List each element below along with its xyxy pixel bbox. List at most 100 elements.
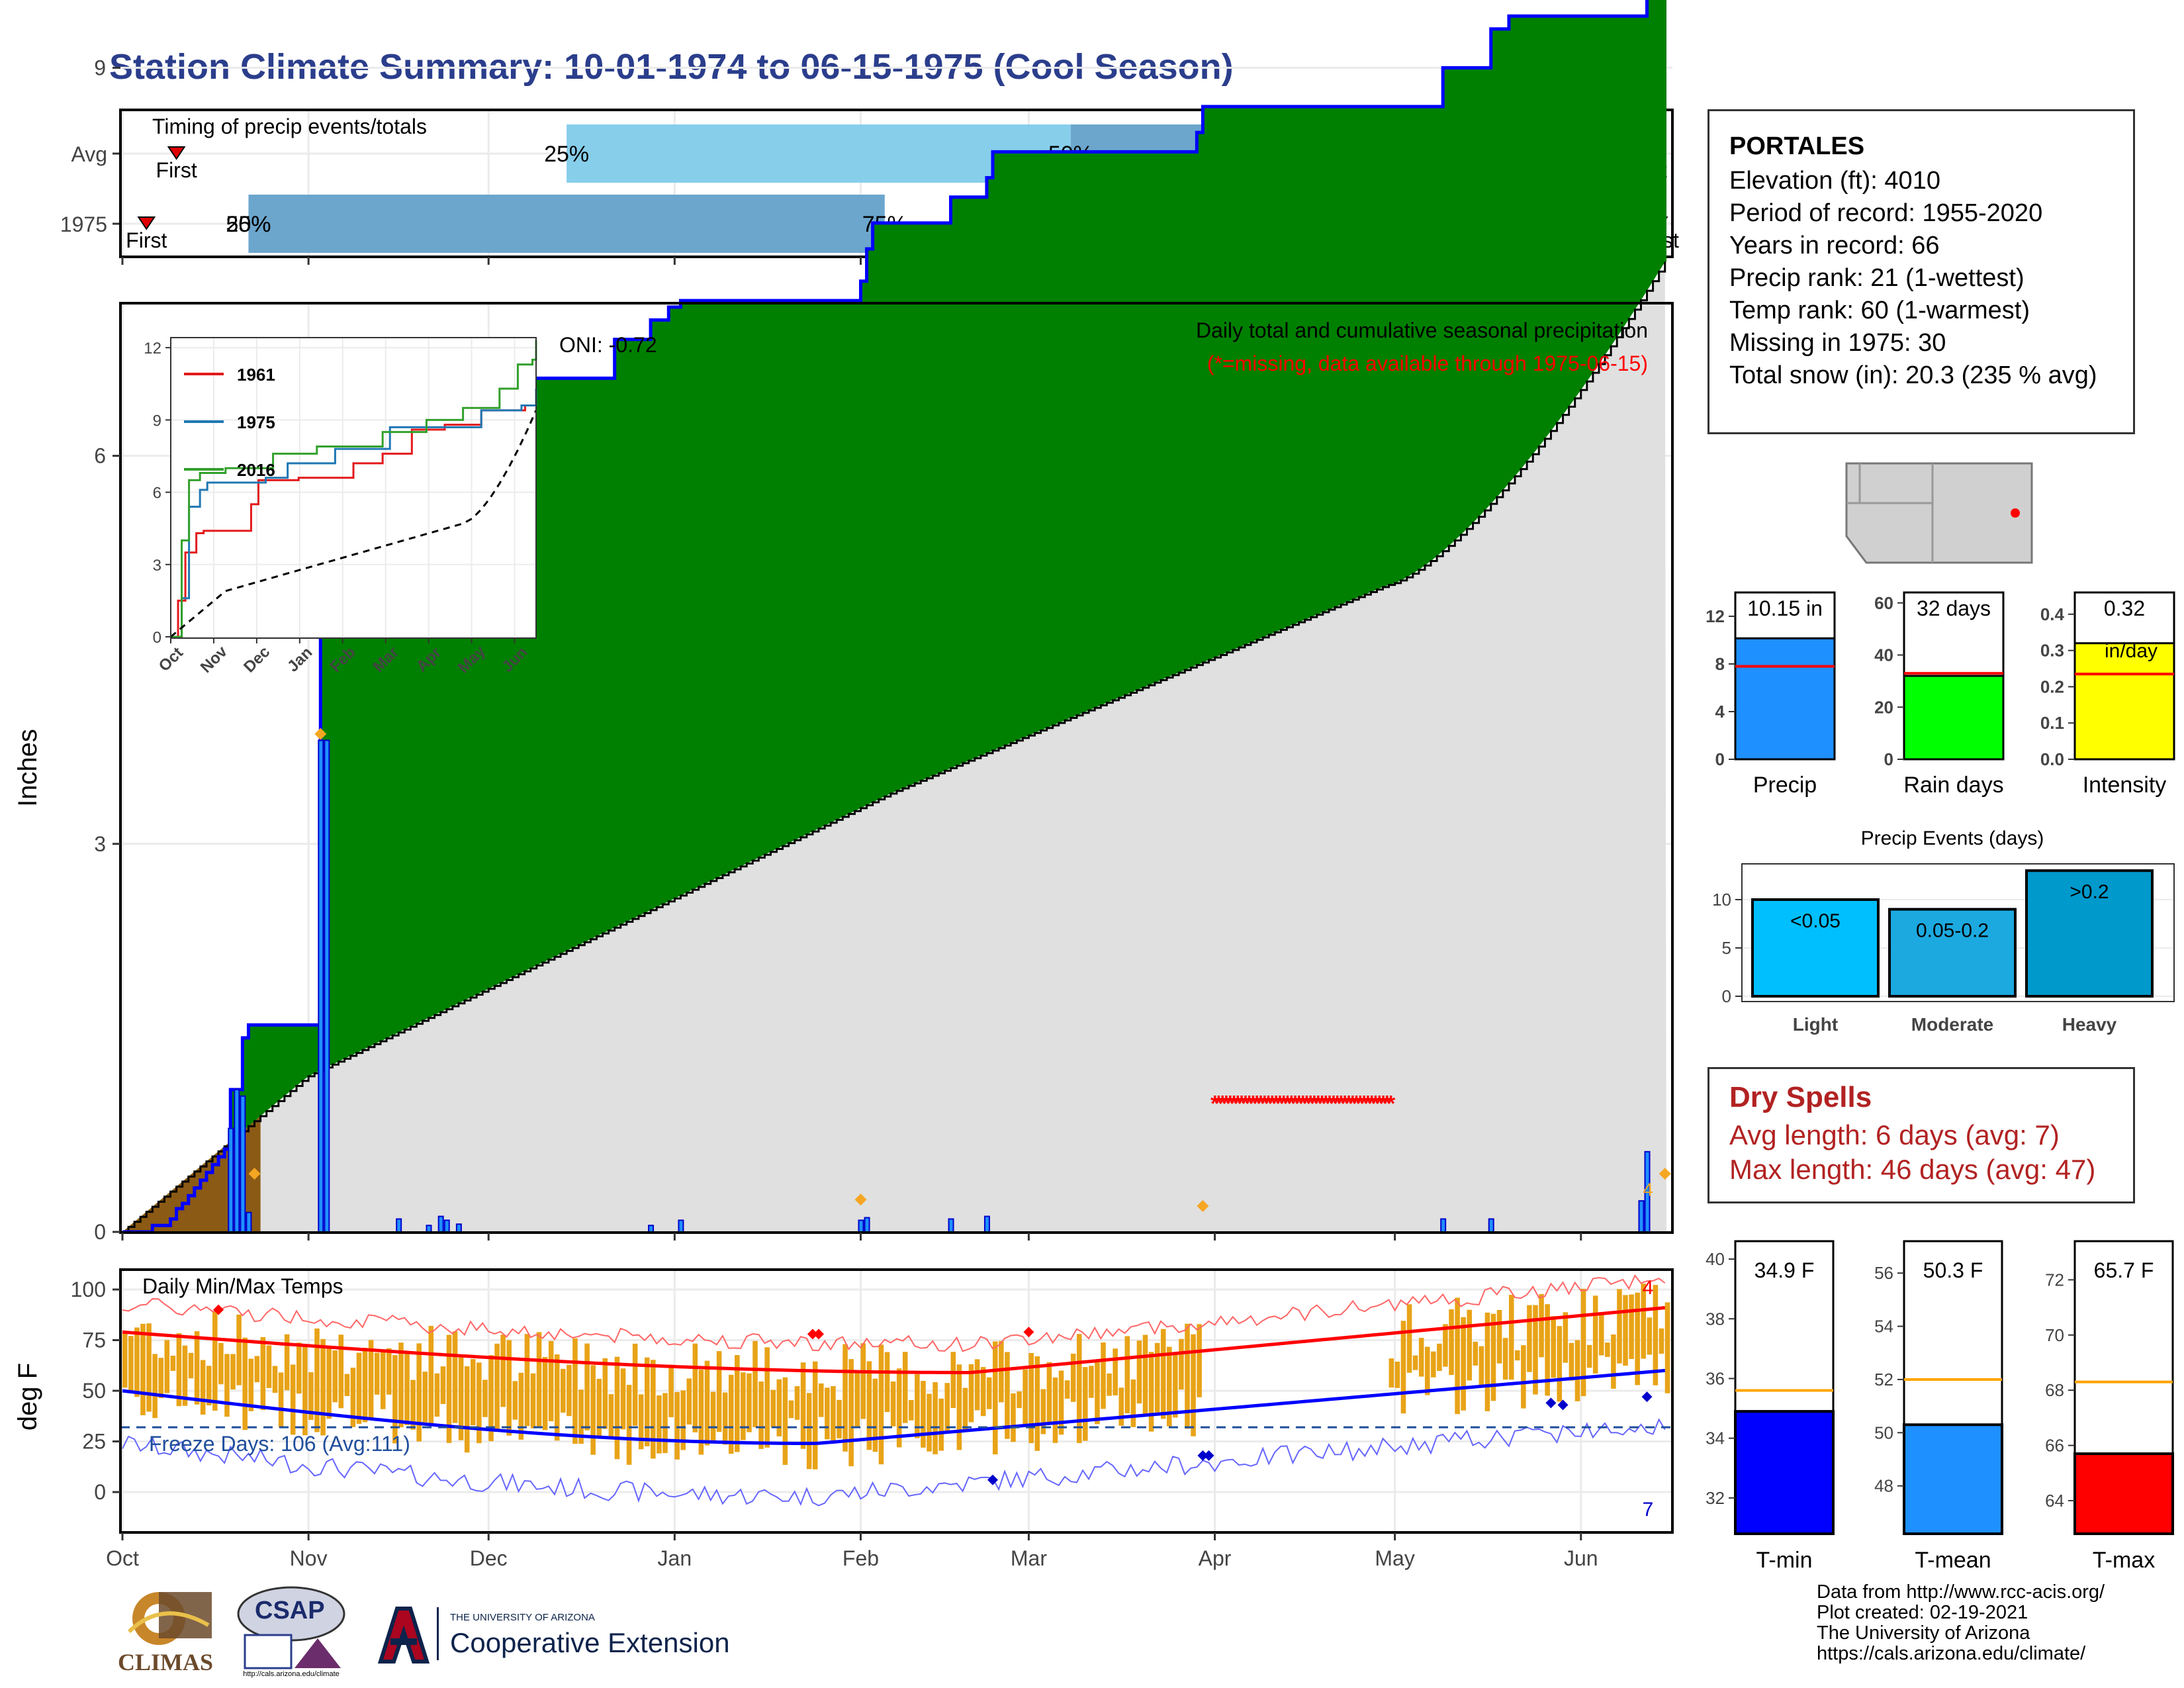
daily-temp-bar	[962, 1387, 968, 1432]
daily-temp-bar	[561, 1368, 566, 1413]
daily-temp-bar	[1467, 1309, 1473, 1381]
snow-marker-icon	[248, 1168, 261, 1180]
daily-temp-bar	[698, 1370, 704, 1455]
temp-bar-y-label: 36	[1706, 1368, 1725, 1388]
daily-temp-bar	[572, 1338, 578, 1444]
temp-bar-y-label: 52	[1874, 1370, 1893, 1389]
daily-temp-bar	[831, 1386, 836, 1444]
daily-temp-bar	[1502, 1338, 1508, 1380]
daily-precip-bar	[240, 1095, 246, 1233]
temp-bar-value: 65.7 F	[2094, 1258, 2154, 1282]
daily-temp-bar	[452, 1331, 458, 1423]
dry-spell-marker: *	[1363, 1092, 1373, 1117]
dry-spell-marker: *	[1387, 1092, 1396, 1117]
record-min-line	[122, 1418, 1666, 1507]
record-low-marker-icon	[987, 1474, 999, 1485]
daily-temp-bar	[999, 1340, 1004, 1403]
timing-pct-label: 25%	[544, 142, 589, 167]
record-high-marker-icon	[1023, 1327, 1034, 1338]
events-y-label: 10	[1712, 890, 1731, 910]
temp-bar-y-label: 66	[2045, 1436, 2064, 1456]
daily-temp-bar	[1437, 1343, 1442, 1372]
daily-temp-bar	[140, 1323, 146, 1415]
station-snow: Total snow (in): 20.3 (235 % avg)	[1729, 361, 2097, 389]
dry-spell-marker: *	[1359, 1092, 1369, 1117]
summary-bar-value: 32 days	[1917, 596, 1991, 620]
record-low-marker-icon	[1557, 1399, 1569, 1411]
daily-temp-bar	[158, 1358, 163, 1398]
credit-created: Plot created: 02-19-2021	[1817, 1602, 2028, 1623]
daily-temp-bar	[1083, 1367, 1088, 1441]
station-missing: Missing in 1975: 30	[1729, 329, 1946, 357]
daily-precip-bar	[1638, 1200, 1645, 1233]
daily-temp-bar	[735, 1355, 740, 1452]
daily-temp-bar	[1113, 1348, 1118, 1395]
daily-temp-bar	[872, 1378, 878, 1452]
temp-bar-y-label: 72	[2045, 1270, 2064, 1289]
daily-precip-bar	[858, 1219, 864, 1233]
daily-temp-bar	[596, 1378, 602, 1436]
daily-temp-bar	[284, 1334, 290, 1391]
timing-segment	[248, 195, 885, 253]
daily-temp-bar	[1508, 1295, 1514, 1380]
dry-spell-marker: *	[1279, 1092, 1289, 1117]
first-label: First	[156, 158, 197, 182]
station-name: PORTALES	[1729, 132, 1865, 160]
record-max-line	[122, 1274, 1666, 1352]
daily-temp-bar	[182, 1345, 188, 1406]
temp-bar-y-label: 68	[2045, 1380, 2064, 1400]
temp-y-label: 50	[82, 1379, 106, 1403]
precip-panel-border	[119, 302, 1674, 1234]
temp-x-label: Feb	[842, 1546, 879, 1570]
summary-y-label: 0.2	[2040, 677, 2064, 696]
daily-temp-bar	[1431, 1351, 1436, 1378]
daily-temp-bar	[278, 1372, 284, 1428]
dry-spell-marker: *	[1318, 1092, 1327, 1117]
station-elevation: Elevation (ft): 4010	[1729, 167, 1940, 195]
daily-temp-bar	[980, 1367, 986, 1417]
daily-temp-bar	[530, 1373, 536, 1429]
daily-temp-bar	[1148, 1352, 1154, 1432]
snow-marker-icon	[314, 727, 327, 740]
daily-temp-bar	[374, 1352, 380, 1395]
daily-temp-bar	[662, 1393, 668, 1454]
daily-temp-bar	[206, 1366, 212, 1406]
temp-bar	[2073, 1452, 2174, 1535]
daily-temp-bar	[506, 1340, 512, 1436]
dry-spell-marker: *	[1383, 1092, 1392, 1117]
daily-temp-bar	[1592, 1295, 1598, 1374]
inset-y-label: 0	[153, 629, 161, 647]
summary-x-label: Intensity	[2083, 773, 2167, 798]
temp-bar-y-label: 38	[1706, 1309, 1725, 1329]
daily-temp-bar	[1173, 1354, 1178, 1418]
daily-temp-bar	[464, 1366, 470, 1453]
daily-temp-bar	[608, 1394, 614, 1438]
events-x-label: Moderate	[1911, 1014, 1993, 1035]
daily-temp-bar	[1563, 1312, 1569, 1363]
summary-y-label: 0.4	[2040, 604, 2065, 624]
daily-temp-bar	[428, 1325, 434, 1424]
daily-precip-bar	[678, 1219, 684, 1233]
temp-bar-y-label: 34	[1706, 1429, 1725, 1448]
daily-temp-bar	[350, 1368, 356, 1427]
daily-temp-bar	[842, 1344, 848, 1452]
daily-temp-bar	[1647, 1317, 1653, 1355]
daily-temp-bar	[1557, 1326, 1563, 1402]
dry-spell-marker: *	[1256, 1092, 1265, 1117]
snow-marker-icon	[854, 1194, 867, 1206]
series-2016-line	[171, 340, 537, 638]
timing-heading: Timing of precip events/totals	[152, 115, 427, 138]
daily-temp-bar	[1551, 1316, 1556, 1378]
daily-temp-bar	[164, 1340, 170, 1393]
daily-temp-bar	[1496, 1309, 1502, 1364]
inset-border	[170, 337, 537, 639]
temp-x-label: Apr	[1199, 1546, 1232, 1570]
daily-temp-bar	[854, 1371, 860, 1427]
daily-temp-bar	[638, 1394, 644, 1450]
summary-bar-value: 0.32	[2104, 596, 2145, 620]
events-x-label: Light	[1793, 1014, 1838, 1035]
dry-spells-heading: Dry Spells	[1729, 1081, 1872, 1113]
above-average-area	[122, 0, 1666, 1232]
dry-spells-avg: Avg length: 6 days (avg: 7)	[1729, 1119, 2060, 1150]
record-low-marker-icon	[1641, 1391, 1653, 1403]
